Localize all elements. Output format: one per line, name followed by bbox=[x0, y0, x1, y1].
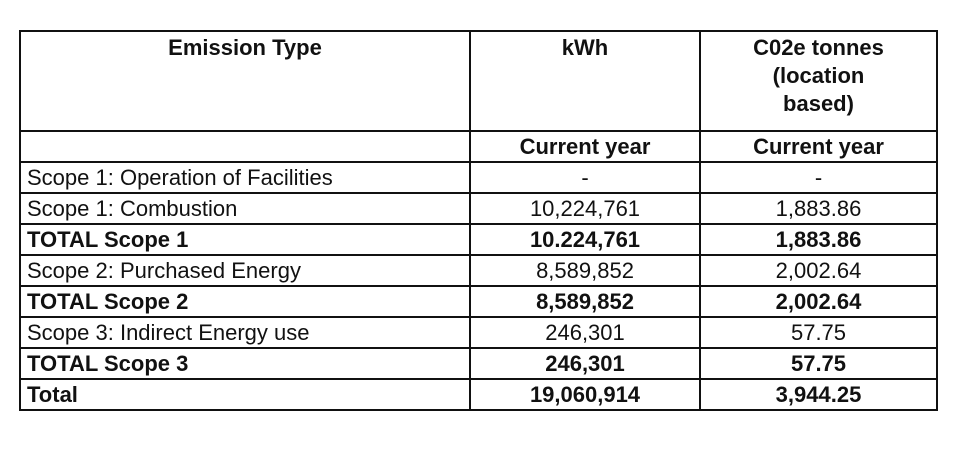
table-row: TOTAL Scope 2 8,589,852 2,002.64 bbox=[19, 285, 938, 318]
emission-type-cell: TOTAL Scope 1 bbox=[19, 223, 471, 256]
emission-type-cell: Total bbox=[19, 378, 471, 411]
subheader-row: Current year Current year bbox=[19, 130, 938, 163]
header-co2e-line-3: based) bbox=[783, 91, 854, 116]
table-row: Scope 3: Indirect Energy use 246,301 57.75 bbox=[19, 316, 938, 349]
header-emission-type: Emission Type bbox=[19, 30, 471, 132]
emission-type-cell: Scope 1: Combustion bbox=[19, 192, 471, 225]
emission-type-cell: Scope 3: Indirect Energy use bbox=[19, 316, 471, 349]
subheader-current-year-co2e: Current year bbox=[699, 130, 938, 163]
table-row: TOTAL Scope 1 10.224,761 1,883.86 bbox=[19, 223, 938, 256]
kwh-cell: - bbox=[469, 161, 701, 194]
co2e-cell: 1,883.86 bbox=[699, 223, 938, 256]
emission-type-cell: TOTAL Scope 3 bbox=[19, 347, 471, 380]
co2e-cell: 2,002.64 bbox=[699, 285, 938, 318]
emissions-table: Emission Type kWh C02e tonnes (location … bbox=[19, 30, 938, 411]
header-row: Emission Type kWh C02e tonnes (location … bbox=[19, 30, 938, 132]
co2e-cell: 57.75 bbox=[699, 316, 938, 349]
table-row: Scope 2: Purchased Energy 8,589,852 2,002.… bbox=[19, 254, 938, 287]
header-co2e-line-2: (location bbox=[772, 63, 865, 88]
table-row: TOTAL Scope 3 246,301 57.75 bbox=[19, 347, 938, 380]
header-co2e: C02e tonnes (location based) bbox=[699, 30, 938, 132]
subheader-current-year-kwh: Current year bbox=[469, 130, 701, 163]
kwh-cell: 10.224,761 bbox=[469, 223, 701, 256]
kwh-cell: 8,589,852 bbox=[469, 285, 701, 318]
kwh-cell: 8,589,852 bbox=[469, 254, 701, 287]
emission-type-cell: Scope 2: Purchased Energy bbox=[19, 254, 471, 287]
kwh-cell: 19,060,914 bbox=[469, 378, 701, 411]
co2e-cell: 3,944.25 bbox=[699, 378, 938, 411]
table-row: Scope 1: Operation of Facilities - - bbox=[19, 161, 938, 194]
kwh-cell: 246,301 bbox=[469, 347, 701, 380]
subheader-cell-1 bbox=[19, 130, 471, 163]
co2e-cell: 57.75 bbox=[699, 347, 938, 380]
co2e-cell: 1,883.86 bbox=[699, 192, 938, 225]
header-kwh: kWh bbox=[469, 30, 701, 132]
table-row: Total 19,060,914 3,944.25 bbox=[19, 378, 938, 411]
kwh-cell: 10,224,761 bbox=[469, 192, 701, 225]
kwh-cell: 246,301 bbox=[469, 316, 701, 349]
table-row: Scope 1: Combustion 10,224,761 1,883.86 bbox=[19, 192, 938, 225]
emission-type-cell: Scope 1: Operation of Facilities bbox=[19, 161, 471, 194]
co2e-cell: - bbox=[699, 161, 938, 194]
emission-type-cell: TOTAL Scope 2 bbox=[19, 285, 471, 318]
co2e-cell: 2,002.64 bbox=[699, 254, 938, 287]
header-co2e-line-1: C02e tonnes bbox=[753, 35, 884, 60]
